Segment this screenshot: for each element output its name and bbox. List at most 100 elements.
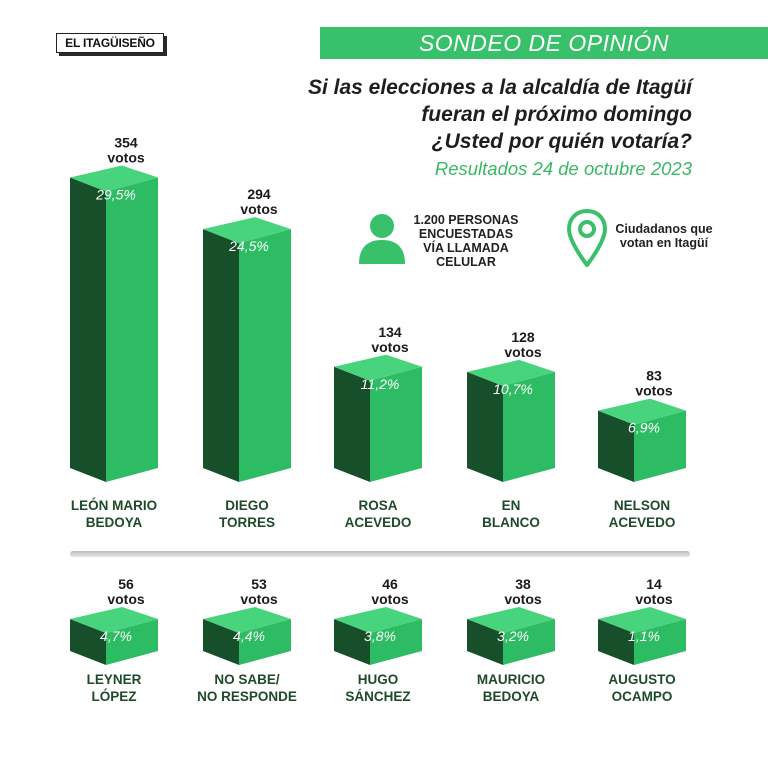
- bar-value-label: 83: [646, 368, 662, 384]
- bar: [634, 410, 686, 482]
- bar-unit-label: votos: [107, 591, 145, 607]
- brand-logo-text: EL ITAGÜISEÑO: [56, 33, 164, 53]
- results-date: Resultados 24 de octubre 2023: [434, 158, 692, 179]
- bar-value-label: 53: [251, 576, 267, 592]
- question-line: fueran el próximo domingo: [421, 103, 692, 126]
- bar-category-label: BLANCO: [482, 515, 540, 530]
- bar-unit-label: votos: [240, 591, 278, 607]
- bar: [503, 371, 555, 482]
- survey-question: Si las elecciones a la alcaldía de Itagü…: [212, 74, 692, 155]
- bar-unit-label: votos: [504, 344, 542, 360]
- bar-top-face: [598, 607, 686, 633]
- bar-unit-label: votos: [371, 339, 409, 355]
- bar-category-label: EN: [502, 498, 521, 513]
- bar-category-label: DIEGO: [225, 498, 269, 513]
- bar-category-label: NELSON: [614, 498, 670, 513]
- bar-percent-label: 6,9%: [628, 420, 660, 436]
- bar-top-face: [70, 607, 158, 633]
- bar-unit-label: votos: [635, 383, 673, 399]
- bar-value-label: 56: [118, 576, 134, 592]
- bar-unit-label: votos: [635, 591, 673, 607]
- bar: [106, 619, 158, 665]
- row-separator: [70, 551, 690, 557]
- bar-side-face: [598, 619, 634, 665]
- bar-category-label: AUGUSTO: [608, 672, 675, 687]
- sample-size-line: 1.200 PERSONAS: [413, 213, 519, 227]
- survey-banner: SONDEO DE OPINIÓN: [320, 27, 768, 59]
- bar-category-label: NO SABE/: [214, 672, 280, 687]
- bar-category-label: LEÓN MARIO: [71, 498, 157, 513]
- bar-top-face: [203, 217, 291, 244]
- sample-size-note: 1.200 PERSONAS ENCUESTADAS VÍA LLAMADA C…: [404, 213, 528, 269]
- bar-percent-label: 3,8%: [364, 628, 396, 644]
- bar-side-face: [334, 366, 370, 482]
- population-line: Ciudadanos que: [615, 222, 713, 236]
- bar-category-label: HUGO: [358, 672, 399, 687]
- bar-category-label: MAURICIO: [477, 672, 545, 687]
- bar-value-label: 294: [247, 186, 271, 202]
- bar-category-label: ACEVEDO: [609, 515, 676, 530]
- location-pin-icon: [567, 209, 607, 267]
- bar-top-face: [598, 398, 686, 425]
- bar-category-label: LEYNER: [87, 672, 142, 687]
- bar-top-face: [203, 607, 291, 633]
- bar-side-face: [467, 619, 503, 665]
- bar-side-face: [70, 177, 106, 482]
- bar-side-face: [203, 229, 239, 482]
- bar-unit-label: votos: [371, 591, 409, 607]
- bar: [370, 619, 422, 665]
- population-note: Ciudadanos que votan en Itagüí: [604, 222, 724, 250]
- brand-logo: EL ITAGÜISEÑO: [56, 30, 168, 54]
- bar-value-label: 38: [515, 576, 531, 592]
- bar-value-label: 128: [511, 329, 535, 345]
- question-line: Si las elecciones a la alcaldía de Itagü…: [307, 76, 692, 99]
- bar-top-face: [467, 607, 555, 633]
- bar: [370, 366, 422, 482]
- bar-category-label: ROSA: [358, 498, 397, 513]
- bar-unit-label: votos: [107, 150, 145, 166]
- bar-top-face: [334, 354, 422, 381]
- bar-category-label: ACEVEDO: [345, 515, 412, 530]
- bar: [634, 619, 686, 665]
- bar-category-label: LÓPEZ: [91, 689, 136, 704]
- bar: [239, 229, 291, 482]
- question-line: ¿Usted por quién votaría?: [431, 130, 692, 153]
- bar-category-label: NO RESPONDE: [197, 689, 297, 704]
- bar-percent-label: 11,2%: [361, 376, 400, 392]
- bar: [106, 177, 158, 482]
- bar-top-face: [467, 359, 555, 386]
- bar-category-label: BEDOYA: [86, 515, 143, 530]
- bar-side-face: [334, 619, 370, 665]
- bar-value-label: 354: [114, 135, 138, 151]
- bar-category-label: BEDOYA: [483, 689, 540, 704]
- bar-side-face: [467, 371, 503, 482]
- bar-value-label: 14: [646, 576, 662, 592]
- bar-percent-label: 4,7%: [100, 628, 132, 644]
- sample-size-line: CELULAR: [436, 255, 496, 269]
- bar-value-label: 134: [378, 324, 402, 340]
- bar-unit-label: votos: [504, 591, 542, 607]
- bar-top-face: [334, 607, 422, 633]
- bar-unit-label: votos: [240, 201, 278, 217]
- bar-top-face: [70, 165, 158, 192]
- bar: [503, 619, 555, 665]
- bar-percent-label: 4,4%: [233, 628, 265, 644]
- bar-percent-label: 10,7%: [493, 381, 533, 397]
- bar-category-label: SÁNCHEZ: [345, 689, 410, 704]
- bar-percent-label: 3,2%: [497, 628, 529, 644]
- bar-category-label: OCAMPO: [612, 689, 673, 704]
- bar-side-face: [598, 410, 634, 482]
- bar-percent-label: 24,5%: [228, 238, 269, 254]
- population-line: votan en Itagüí: [619, 236, 709, 250]
- person-icon: [359, 214, 405, 264]
